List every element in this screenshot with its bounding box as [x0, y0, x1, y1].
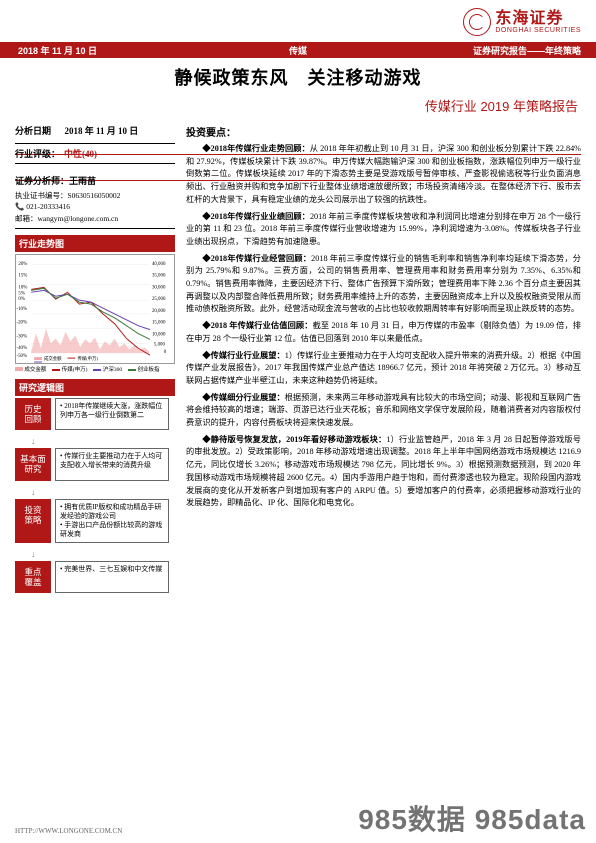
points-list: ◆2018年传媒行业走势回顾：从 2018 年年初截止到 10 月 31 日，沪…	[186, 143, 581, 510]
svg-text:-20%: -20%	[16, 320, 27, 325]
svg-text:20%: 20%	[18, 262, 27, 267]
header-bar: 2018 年 11 月 10 日 传媒 证券研究报告——年终策略	[0, 42, 596, 58]
svg-text:-10%: -10%	[16, 307, 27, 312]
analysis-date-value: 2018 年 11 月 10 日	[65, 126, 139, 136]
svg-text:0: 0	[164, 350, 167, 355]
logic-label: 基本面 研究	[15, 448, 51, 480]
svg-text:10,000: 10,000	[152, 332, 166, 337]
chart-legend: 成交金额 传媒(申万) 沪深300 创业板指	[15, 365, 175, 373]
svg-text:成交金额: 成交金额	[44, 355, 62, 362]
logic-box: • 完美世界、三七互娱和中文传媒	[55, 561, 169, 593]
investment-point: ◆传媒行业行业展望：1）传媒行业主要推动力在于人均可支配收入提升带来的消费升级。…	[186, 350, 581, 388]
logic-box: • 拥有优质IP版权和成功精品手研发经验的游戏公司 • 手游出口产品份额比较高的…	[55, 499, 169, 543]
logic-diagram: 历史 回顾• 2018年传媒继续大涨，涨跌幅位列申万各一级行业倒数第二 ↓ 基本面 …	[15, 398, 175, 594]
logic-row: 基本面 研究• 传媒行业主要推动力在于人均可支配收入增长带来的消费升级	[15, 448, 175, 480]
investment-point: ◆2018年传媒行业业绩回顾：2018 年前三季度传媒板块营收和净利润同比增速分…	[186, 211, 581, 249]
analyst-email: 邮箱：wangym@longone.com.cn	[15, 213, 175, 224]
logic-row: 重点 覆盖• 完美世界、三七互娱和中文传媒	[15, 561, 175, 593]
analyst-license: 执业证书编号：S0630516050002	[15, 190, 175, 201]
svg-text:15%: 15%	[18, 273, 27, 278]
logic-row: 投资 策略• 拥有优质IP版权和成功精品手研发经验的游戏公司 • 手游出口产品份…	[15, 499, 175, 543]
logic-head: 研究逻辑图	[15, 379, 175, 396]
analysis-date: 分析日期 2018 年 11 月 10 日	[15, 124, 175, 137]
svg-text:35,000: 35,000	[152, 273, 166, 278]
analyst-name: 证券分析师：王雨苗	[15, 174, 175, 187]
svg-text:5%: 5%	[18, 291, 25, 296]
header-report-type: 证券研究报告——年终策略	[473, 44, 581, 57]
svg-text:30,000: 30,000	[152, 285, 166, 290]
investment-point: ◆2018年传媒行业经营回顾：2018 年前三季度传媒行业的销售毛利率和销售净利…	[186, 253, 581, 317]
arrow-down-icon: ↓	[31, 549, 175, 559]
footer-url: HTTP://WWW.LONGONE.COM.CN	[15, 827, 122, 835]
rating-label: 行业评级：	[15, 147, 60, 160]
svg-text:10%: 10%	[18, 285, 27, 290]
investment-point: ◆静待版号恢复发放，2019年看好移动游戏板块：1）行业监管趋严，2018 年 …	[186, 434, 581, 510]
title-block: 静候政策东风 关注移动游戏 传媒行业 2019 年策略报告	[0, 64, 596, 115]
svg-text:-30%: -30%	[16, 334, 27, 339]
trend-chart: 20% 15% 10% 5% 0% -10% -20% -30% -40% -5…	[15, 254, 175, 364]
rating-value: 中性(40)	[64, 147, 97, 160]
header-sector: 传媒	[289, 44, 307, 57]
svg-text:0%: 0%	[18, 297, 25, 302]
brand-cn: 东海证券	[495, 11, 581, 27]
main-title: 静候政策东风 关注移动游戏	[0, 64, 596, 90]
arrow-down-icon: ↓	[31, 487, 175, 497]
investment-point: ◆2018 年传媒行业估值回顾：截至 2018 年 10 月 31 日，申万传媒…	[186, 320, 581, 345]
logic-box: • 传媒行业主要推动力在于人均可支配收入增长带来的消费升级	[55, 448, 169, 480]
watermark: 985数据 985data	[358, 798, 586, 838]
investment-point: ◆2018年传媒行业走势回顾：从 2018 年年初截止到 10 月 31 日，沪…	[186, 143, 581, 207]
trend-head: 行业走势图	[15, 235, 175, 252]
svg-text:5,000: 5,000	[154, 342, 166, 347]
sub-title: 传媒行业 2019 年策略报告	[0, 96, 596, 115]
points-head: 投资要点：	[186, 124, 581, 139]
rating-row: 行业评级： 中性(40)	[15, 143, 175, 164]
header-date: 2018 年 11 月 10 日	[18, 44, 97, 57]
left-column: 分析日期 2018 年 11 月 10 日 行业评级： 中性(40) 证券分析师…	[15, 124, 175, 599]
brand-en: DONGHAI SECURITIES	[495, 27, 581, 34]
brand-logo: 东海证券 DONGHAI SECURITIES	[463, 8, 581, 36]
logic-label: 历史 回顾	[15, 398, 51, 430]
right-column: 投资要点： ◆2018年传媒行业走势回顾：从 2018 年年初截止到 10 月 …	[186, 124, 581, 514]
arrow-down-icon: ↓	[31, 436, 175, 446]
svg-text:-40%: -40%	[16, 346, 27, 351]
svg-text:-50%: -50%	[16, 354, 27, 359]
logic-box: • 2018年传媒继续大涨，涨跌幅位列申万各一级行业倒数第二	[55, 398, 169, 430]
svg-text:20,000: 20,000	[152, 309, 166, 314]
analyst-box: 证券分析师：王雨苗 执业证书编号：S0630516050002 📞 021-20…	[15, 170, 175, 229]
svg-text:40,000: 40,000	[152, 262, 166, 267]
logic-label: 投资 策略	[15, 499, 51, 543]
logic-label: 重点 覆盖	[15, 561, 51, 593]
logic-row: 历史 回顾• 2018年传媒继续大涨，涨跌幅位列申万各一级行业倒数第二	[15, 398, 175, 430]
svg-text:15,000: 15,000	[152, 320, 166, 325]
analyst-tel: 📞 021-20333416	[15, 201, 175, 212]
logo-icon	[463, 8, 491, 36]
investment-point: ◆传媒细分行业展望：根据预测，未来两三年移动游戏具有比较大的市场空间；动漫、影视…	[186, 392, 581, 430]
svg-text:传媒(申万): 传媒(申万)	[77, 355, 98, 362]
svg-text:25,000: 25,000	[152, 297, 166, 302]
analysis-date-label: 分析日期	[15, 126, 51, 136]
